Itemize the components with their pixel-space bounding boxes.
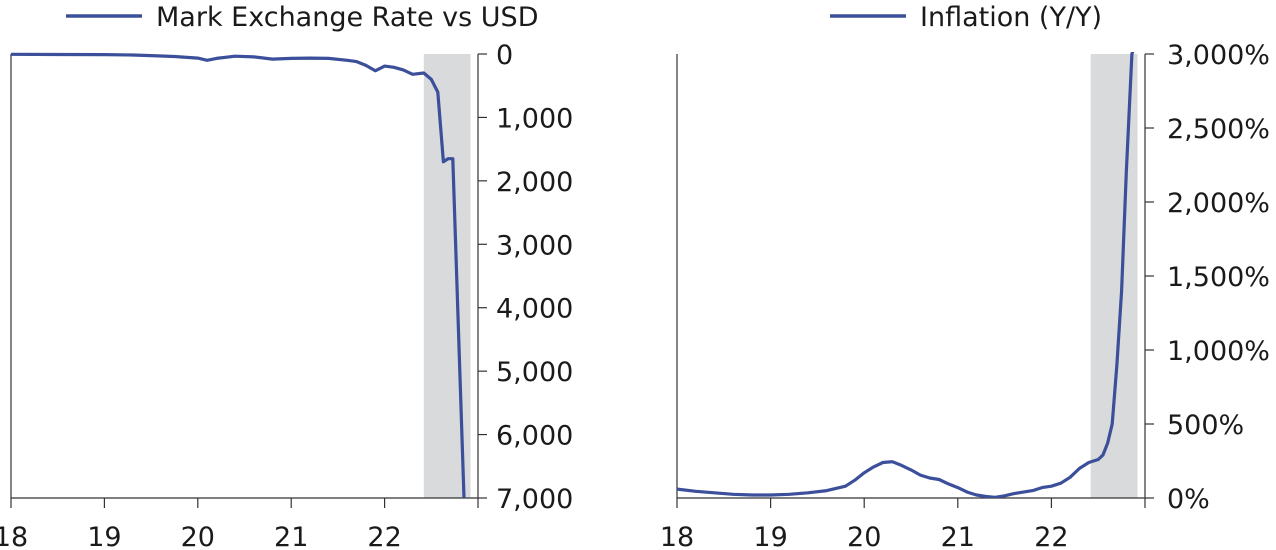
x-tick-label: 19 [753, 522, 787, 550]
y-tick-label: 5,000 [496, 357, 573, 388]
x-tick-label: 18 [0, 522, 28, 550]
x-tick-label: 18 [660, 522, 694, 550]
y-tick-label: 1,000 [496, 103, 573, 134]
legend-label: Inflation (Y/Y) [920, 2, 1102, 33]
y-tick-label: 3,000 [496, 230, 573, 261]
y-tick-label: 0% [1167, 484, 1210, 515]
shaded-region [423, 54, 471, 498]
series-line [677, 52, 1135, 498]
legend-label: Mark Exchange Rate vs USD [156, 2, 538, 33]
series-line [11, 52, 466, 498]
exchange-rate-chart: 0 1,000 2,000 3,000 4,000 5,000 6,000 7,000 18 19… [0, 2, 573, 550]
y-tick-label: 2,000% [1167, 188, 1270, 219]
y-tick-label: 3,000% [1167, 40, 1270, 71]
y-tick-label: 500% [1167, 410, 1244, 441]
y-tick-label: 1,500% [1167, 262, 1270, 293]
y-tick-label: 7,000 [496, 484, 573, 515]
y-tick-label: 1,000% [1167, 336, 1270, 367]
x-tick-label: 21 [274, 522, 308, 550]
x-tick-label: 20 [847, 522, 881, 550]
y-tick-label: 0 [496, 40, 513, 71]
y-tick-label: 6,000 [496, 421, 573, 452]
y-tick-label: 4,000 [496, 294, 573, 325]
inflation-chart: 0% 500% 1,000% 1,500% 2,000% 2,500% 3,000% 18 19… [660, 2, 1270, 550]
shaded-region [1090, 54, 1138, 498]
x-tick-label: 22 [367, 522, 401, 550]
x-tick-label: 22 [1034, 522, 1068, 550]
y-tick-label: 2,500% [1167, 114, 1270, 145]
y-tick-label: 2,000 [496, 167, 573, 198]
x-tick-label: 21 [941, 522, 975, 550]
x-tick-label: 19 [87, 522, 121, 550]
x-tick-label: 20 [181, 522, 215, 550]
